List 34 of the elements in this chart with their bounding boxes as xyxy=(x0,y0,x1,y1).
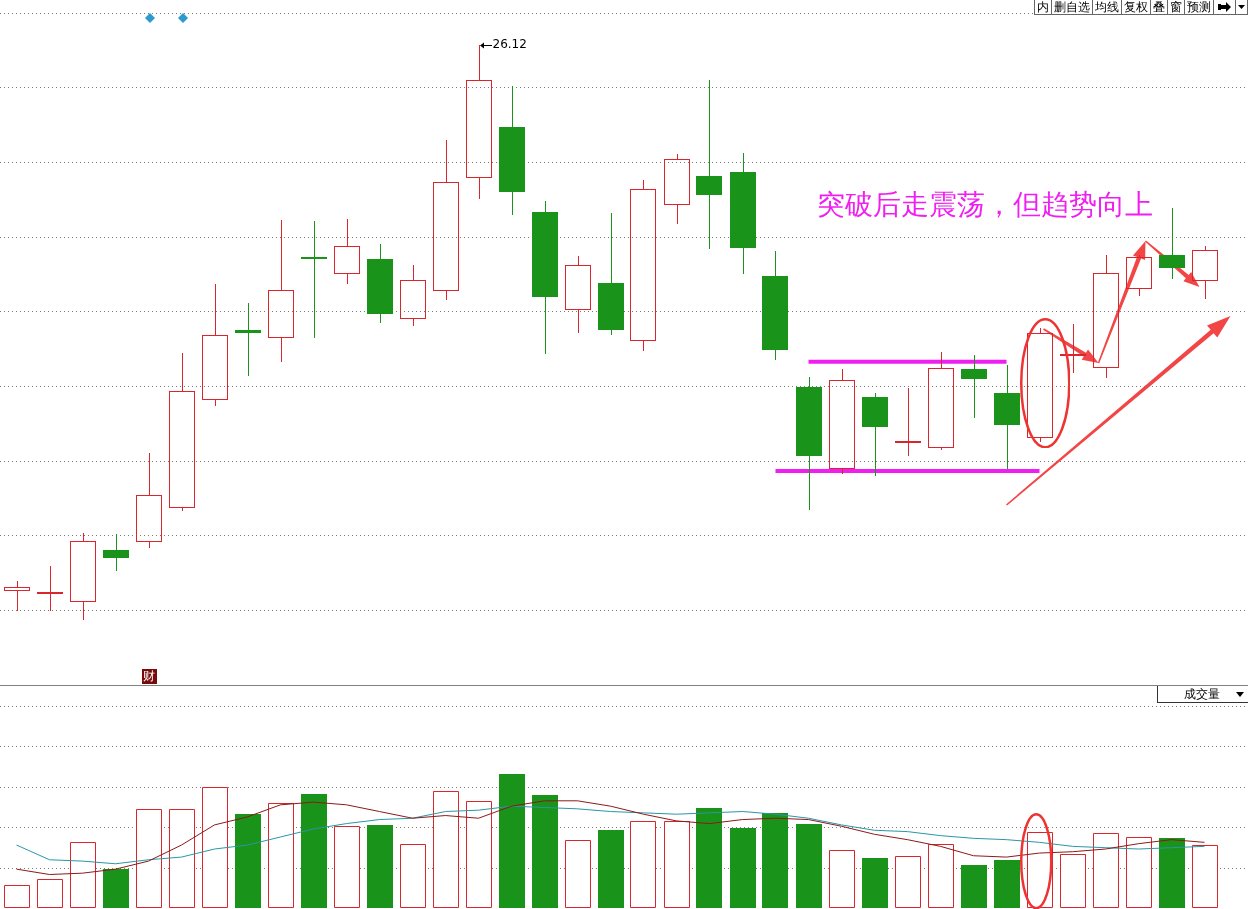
candlestick xyxy=(696,79,722,250)
bar xyxy=(301,794,327,908)
candlestick xyxy=(1060,323,1086,374)
bar xyxy=(532,795,558,908)
bar xyxy=(862,858,888,908)
candlestick xyxy=(961,354,987,419)
text: 财 xyxy=(141,669,157,684)
bar xyxy=(103,869,129,908)
candlestick xyxy=(37,565,63,612)
bar xyxy=(696,808,722,908)
text: 叠 xyxy=(1150,0,1167,15)
bar xyxy=(499,774,525,908)
chart-title: 成交量 xyxy=(1184,686,1220,702)
candlestick xyxy=(301,220,327,339)
text: 删自选 xyxy=(1051,0,1092,15)
bar xyxy=(367,825,393,908)
candlestick xyxy=(103,533,129,572)
bar xyxy=(994,860,1020,908)
candlestick xyxy=(235,302,261,377)
text: 复权 xyxy=(1121,0,1150,15)
bar xyxy=(598,830,624,908)
annotation: 突破后走震荡，但趋势向上 xyxy=(816,188,1153,222)
bar xyxy=(796,824,822,908)
candlestick xyxy=(895,387,921,457)
text: 内 xyxy=(1034,0,1051,15)
bar xyxy=(762,813,788,908)
bar xyxy=(961,865,987,908)
text: 预测 xyxy=(1184,0,1213,15)
text: 均线 xyxy=(1092,0,1121,15)
bar xyxy=(730,828,756,908)
bar xyxy=(1159,838,1185,908)
annotation: 26.12 xyxy=(492,37,527,52)
bar xyxy=(235,814,261,908)
text: 窗 xyxy=(1167,0,1184,15)
